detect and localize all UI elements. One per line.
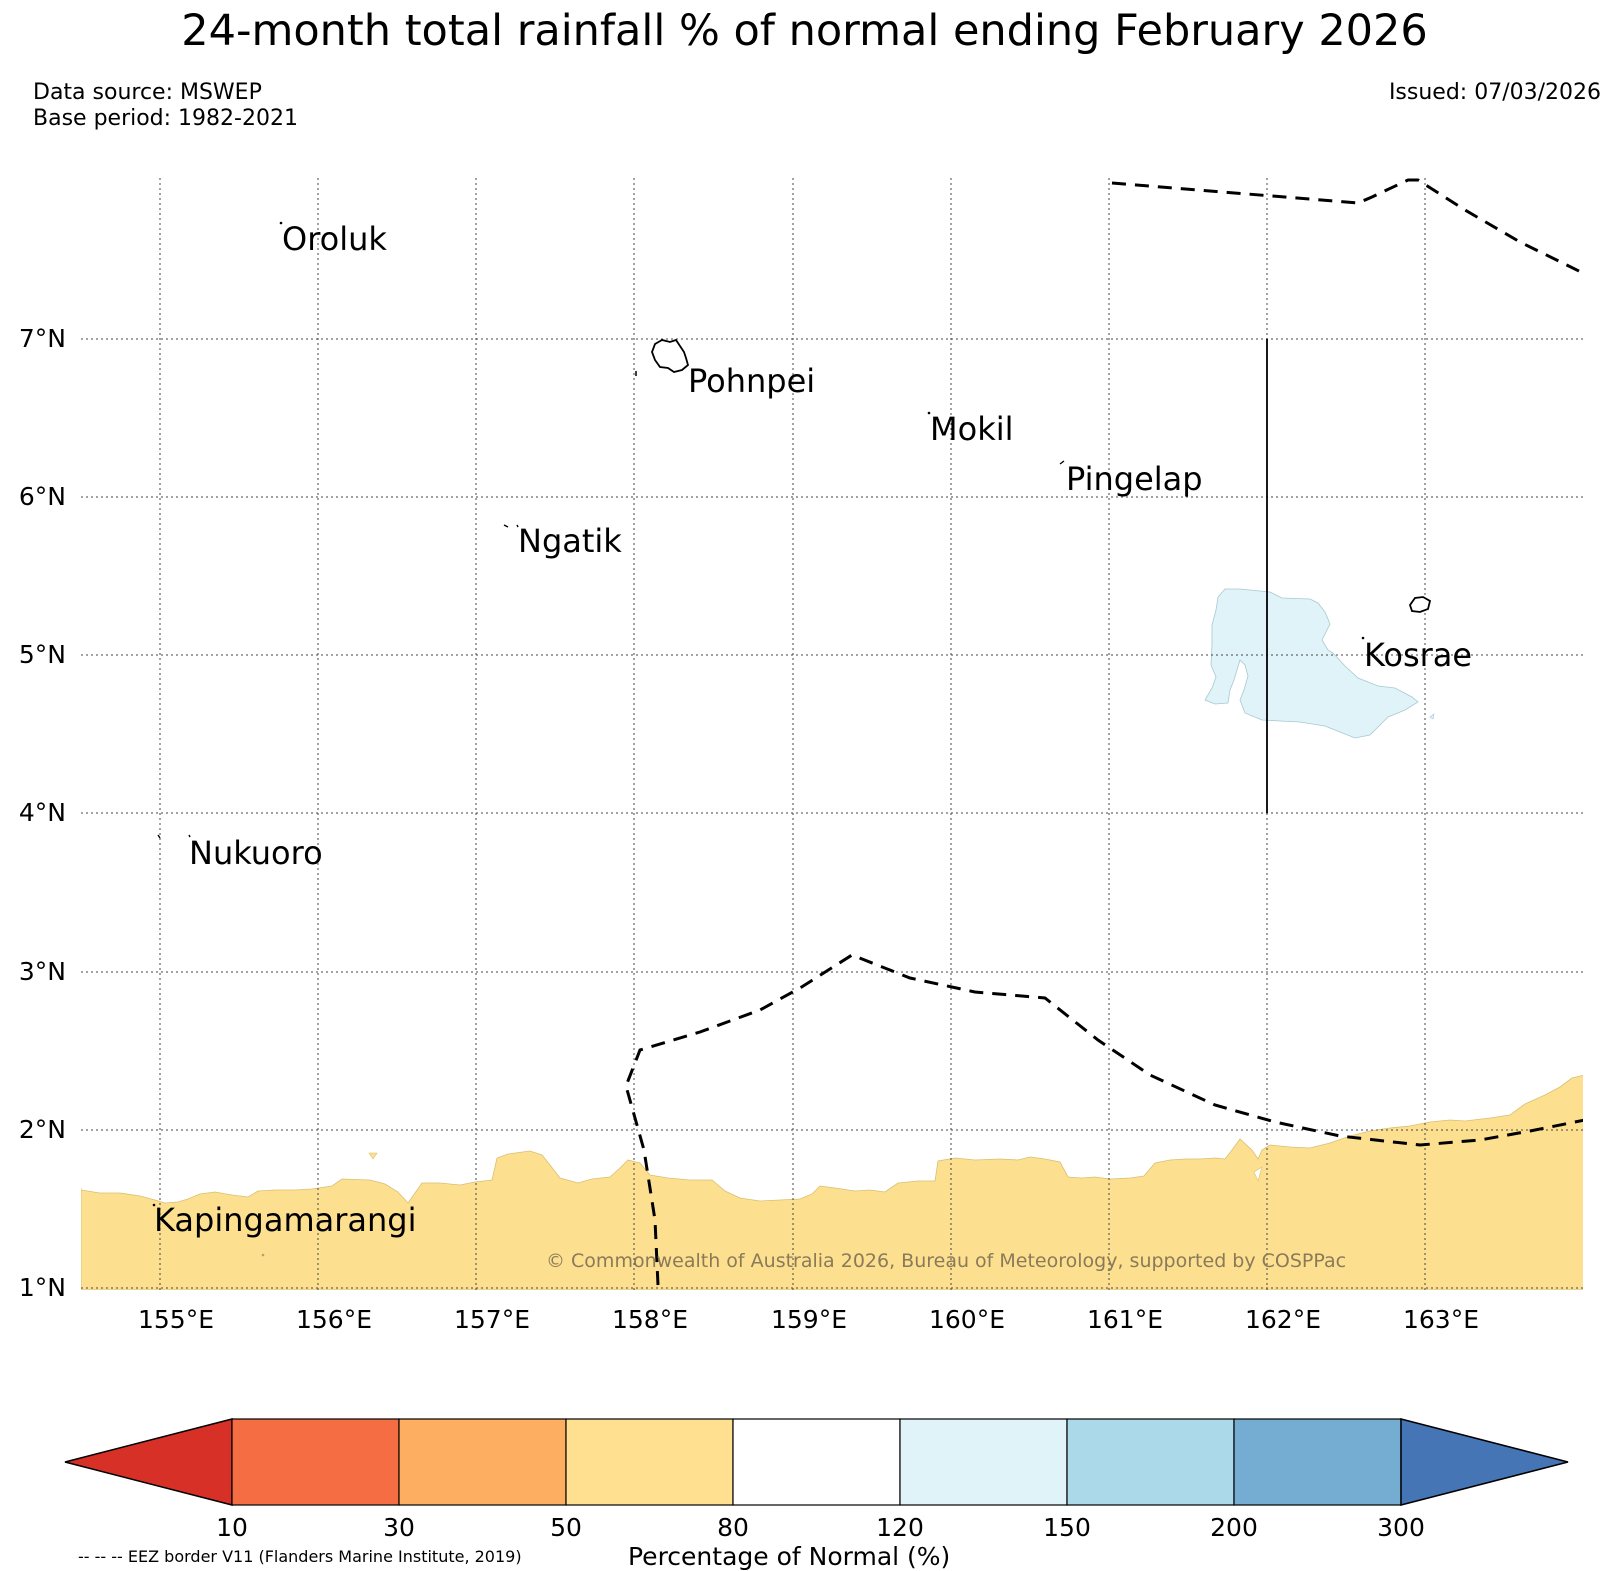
colorbar-label: Percentage of Normal (%): [628, 1542, 951, 1571]
colorbar-tick: 50: [550, 1513, 582, 1542]
lat-label: 7°N: [18, 324, 66, 353]
lon-label: 161°E: [1086, 1305, 1164, 1334]
lon-label: 158°E: [611, 1305, 689, 1334]
pohnpei-island: [651, 338, 690, 373]
colorbar-tick: 150: [1043, 1513, 1091, 1542]
colorbar-tick: 30: [383, 1513, 415, 1542]
colorbar-tick: 10: [216, 1513, 248, 1542]
lat-label: 1°N: [18, 1273, 66, 1302]
eez-border: [624, 178, 1583, 1286]
lon-label: 160°E: [928, 1305, 1006, 1334]
place-label-kosrae: Kosrae: [1364, 636, 1473, 674]
lat-label: 4°N: [18, 798, 66, 827]
lon-label: 163°E: [1402, 1305, 1480, 1334]
kosrae-island: [1409, 596, 1432, 613]
base-period: Base period: 1982-2021: [33, 106, 298, 131]
lat-label: 5°N: [18, 640, 66, 669]
issued-date: Issued: 07/03/2026: [1388, 80, 1601, 105]
map-area: [81, 178, 1583, 1290]
place-label-pingelap: Pingelap: [1066, 460, 1203, 498]
colorbar-tick: 300: [1377, 1513, 1425, 1542]
lon-label: 156°E: [295, 1305, 373, 1334]
lon-label: 162°E: [1244, 1305, 1322, 1334]
lat-label: 3°N: [18, 957, 66, 986]
place-label-mokil: Mokil: [930, 410, 1014, 448]
colorbar-tick: 120: [876, 1513, 924, 1542]
lon-label: 159°E: [770, 1305, 848, 1334]
lon-label: 155°E: [137, 1305, 215, 1334]
map-title: 24-month total rainfall % of normal endi…: [181, 6, 1428, 56]
place-label-ngatik: Ngatik: [518, 522, 622, 560]
dry-rainfall-region: [81, 1075, 1583, 1290]
data-source: Data source: MSWEP: [33, 80, 262, 105]
lat-label: 6°N: [18, 482, 66, 511]
place-label-nukuoro: Nukuoro: [189, 834, 323, 872]
colorbar-tick: 200: [1210, 1513, 1258, 1542]
eez-legend-note: -- -- -- EEZ border V11 (Flanders Marine…: [78, 1547, 522, 1566]
lat-label: 2°N: [18, 1115, 66, 1144]
colorbar-tick: 80: [717, 1513, 749, 1542]
copyright-notice: © Commonwealth of Australia 2026, Bureau…: [546, 1250, 1347, 1272]
wet-rainfall-region: [1204, 588, 1419, 739]
place-label-oroluk: Oroluk: [282, 220, 387, 258]
lon-label: 157°E: [453, 1305, 531, 1334]
place-label-pohnpei: Pohnpei: [688, 362, 816, 400]
place-label-kapingamarangi: Kapingamarangi: [154, 1201, 417, 1239]
